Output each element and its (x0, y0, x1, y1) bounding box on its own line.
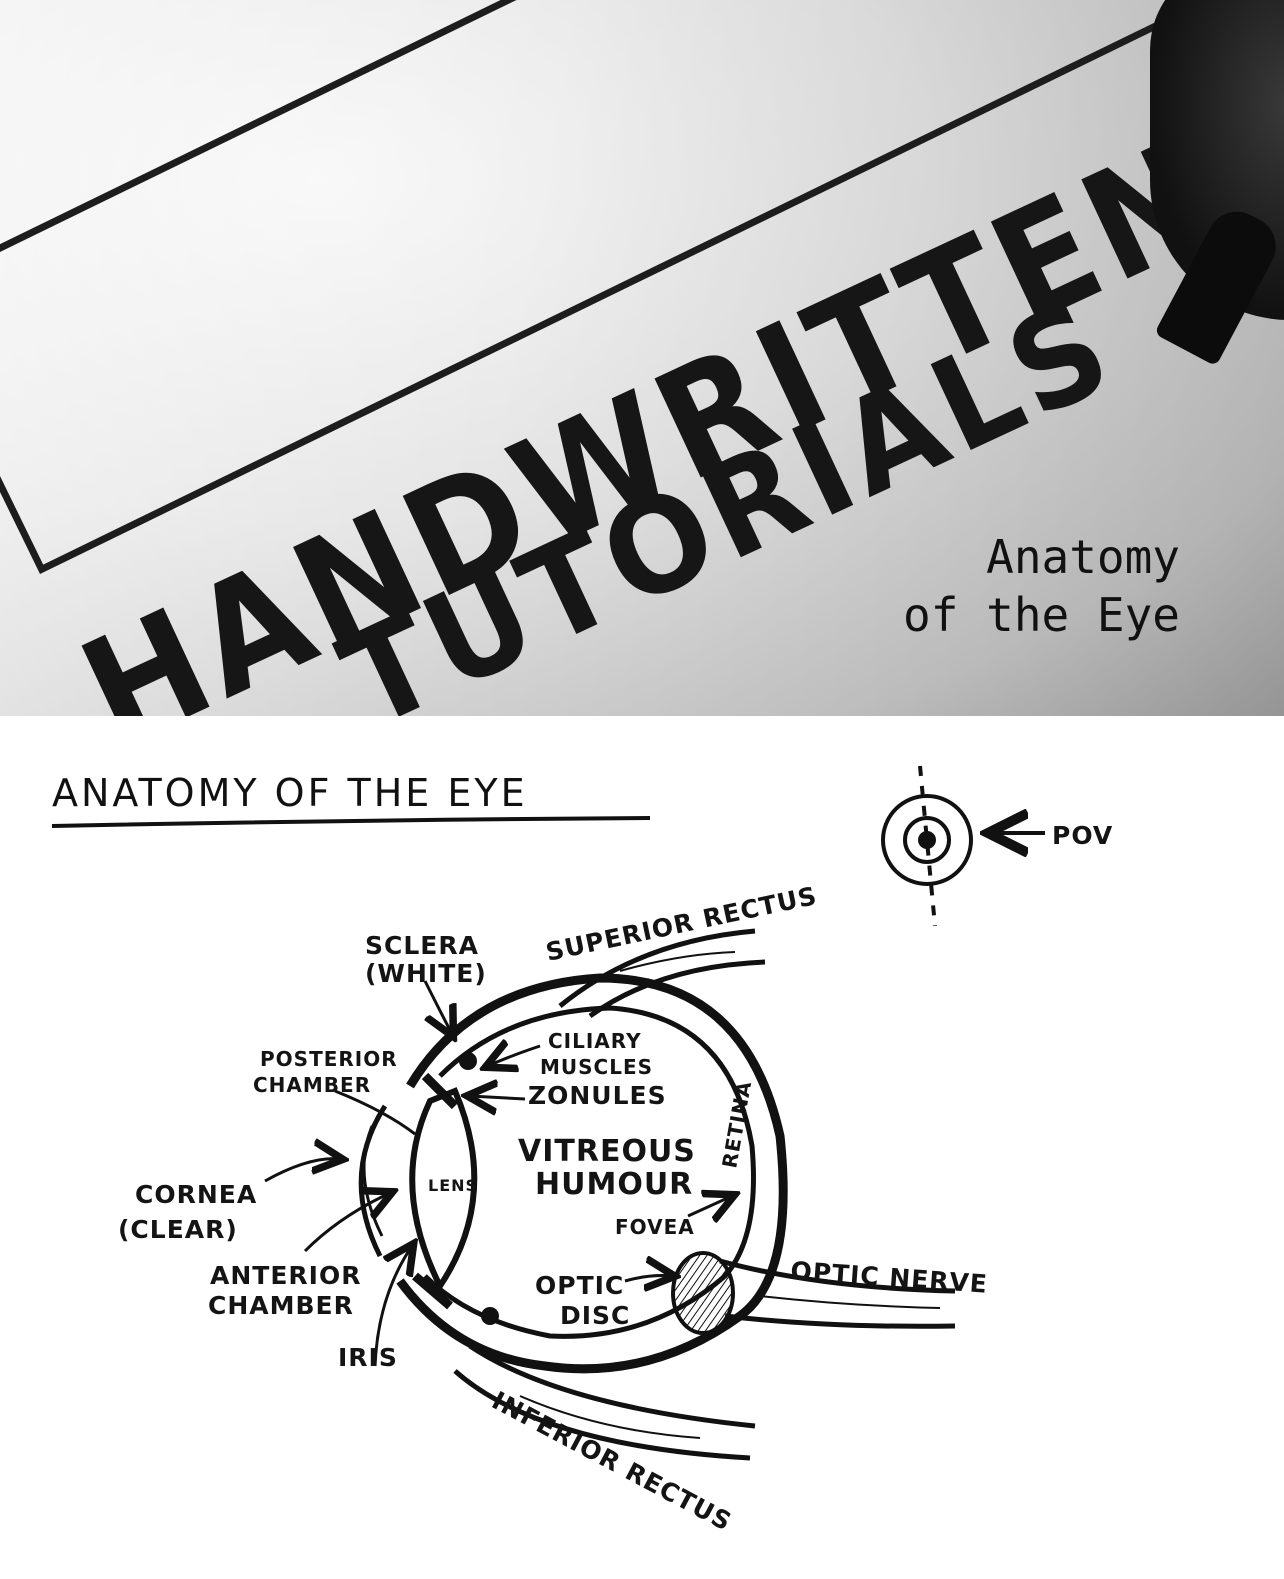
banner-photo: HANDWRITTEN TUTORIALS Anatomy of the Eye (0, 0, 1284, 716)
label-optic-nerve: OPTIC NERVE (790, 1256, 989, 1299)
optic-nerve (719, 1258, 956, 1329)
label-ciliary-muscles-2: MUSCLES (540, 1055, 653, 1079)
label-optic-disc-1: OPTIC (535, 1271, 624, 1300)
title-underline (51, 816, 651, 828)
label-cornea-note: (CLEAR) (118, 1215, 238, 1244)
pov-eye-icon (881, 765, 973, 927)
label-iris: IRIS (338, 1343, 398, 1372)
inferior-rectus-muscle (453, 1343, 756, 1461)
label-posterior-chamber-1: POSTERIOR (260, 1047, 398, 1071)
label-superior-rectus: SUPERIOR RECTUS (543, 881, 819, 967)
diagram-title: ANATOMY OF THE EYE (52, 771, 528, 815)
paper-sheen (0, 0, 1284, 716)
label-anterior-chamber-2: CHAMBER (208, 1291, 354, 1320)
eye-diagram: ANATOMY OF THE EYE POV (51, 765, 1113, 1537)
banner-title-line-1: Anatomy (986, 530, 1180, 584)
banner-title: Anatomy of the Eye (903, 528, 1180, 644)
pointer-arrows (264, 980, 732, 1367)
superior-rectus-muscle (558, 928, 766, 1019)
label-fovea: FOVEA (615, 1215, 695, 1239)
cornea (358, 1104, 388, 1258)
pov-label: POV (1052, 821, 1113, 850)
banner-title-line-2: of the Eye (903, 588, 1180, 642)
eyeball (396, 973, 788, 1374)
label-sclera: SCLERA (365, 931, 479, 960)
label-zonules: ZONULES (528, 1081, 667, 1110)
label-posterior-chamber-2: CHAMBER (253, 1073, 371, 1097)
ciliary-muscle-bottom (481, 1307, 499, 1325)
label-sclera-note: (WHITE) (365, 959, 487, 988)
label-inferior-rectus: INFERIOR RECTUS (487, 1386, 737, 1537)
label-cornea: CORNEA (135, 1180, 257, 1209)
label-vitreous-humour-1: VITREOUS (518, 1134, 696, 1169)
lens (409, 1087, 478, 1292)
label-vitreous-humour-2: HUMOUR (535, 1167, 693, 1202)
label-ciliary-muscles-1: CILIARY (548, 1029, 642, 1053)
optic-disc (671, 1251, 735, 1335)
label-lens: LENS (428, 1176, 478, 1195)
label-optic-disc-2: DISC (560, 1301, 630, 1330)
label-anterior-chamber-1: ANTERIOR (210, 1261, 361, 1290)
ciliary-muscle-top (459, 1052, 477, 1070)
eye-diagram-panel: ANATOMY OF THE EYE POV (0, 716, 1284, 1579)
iris (412, 1072, 459, 1310)
